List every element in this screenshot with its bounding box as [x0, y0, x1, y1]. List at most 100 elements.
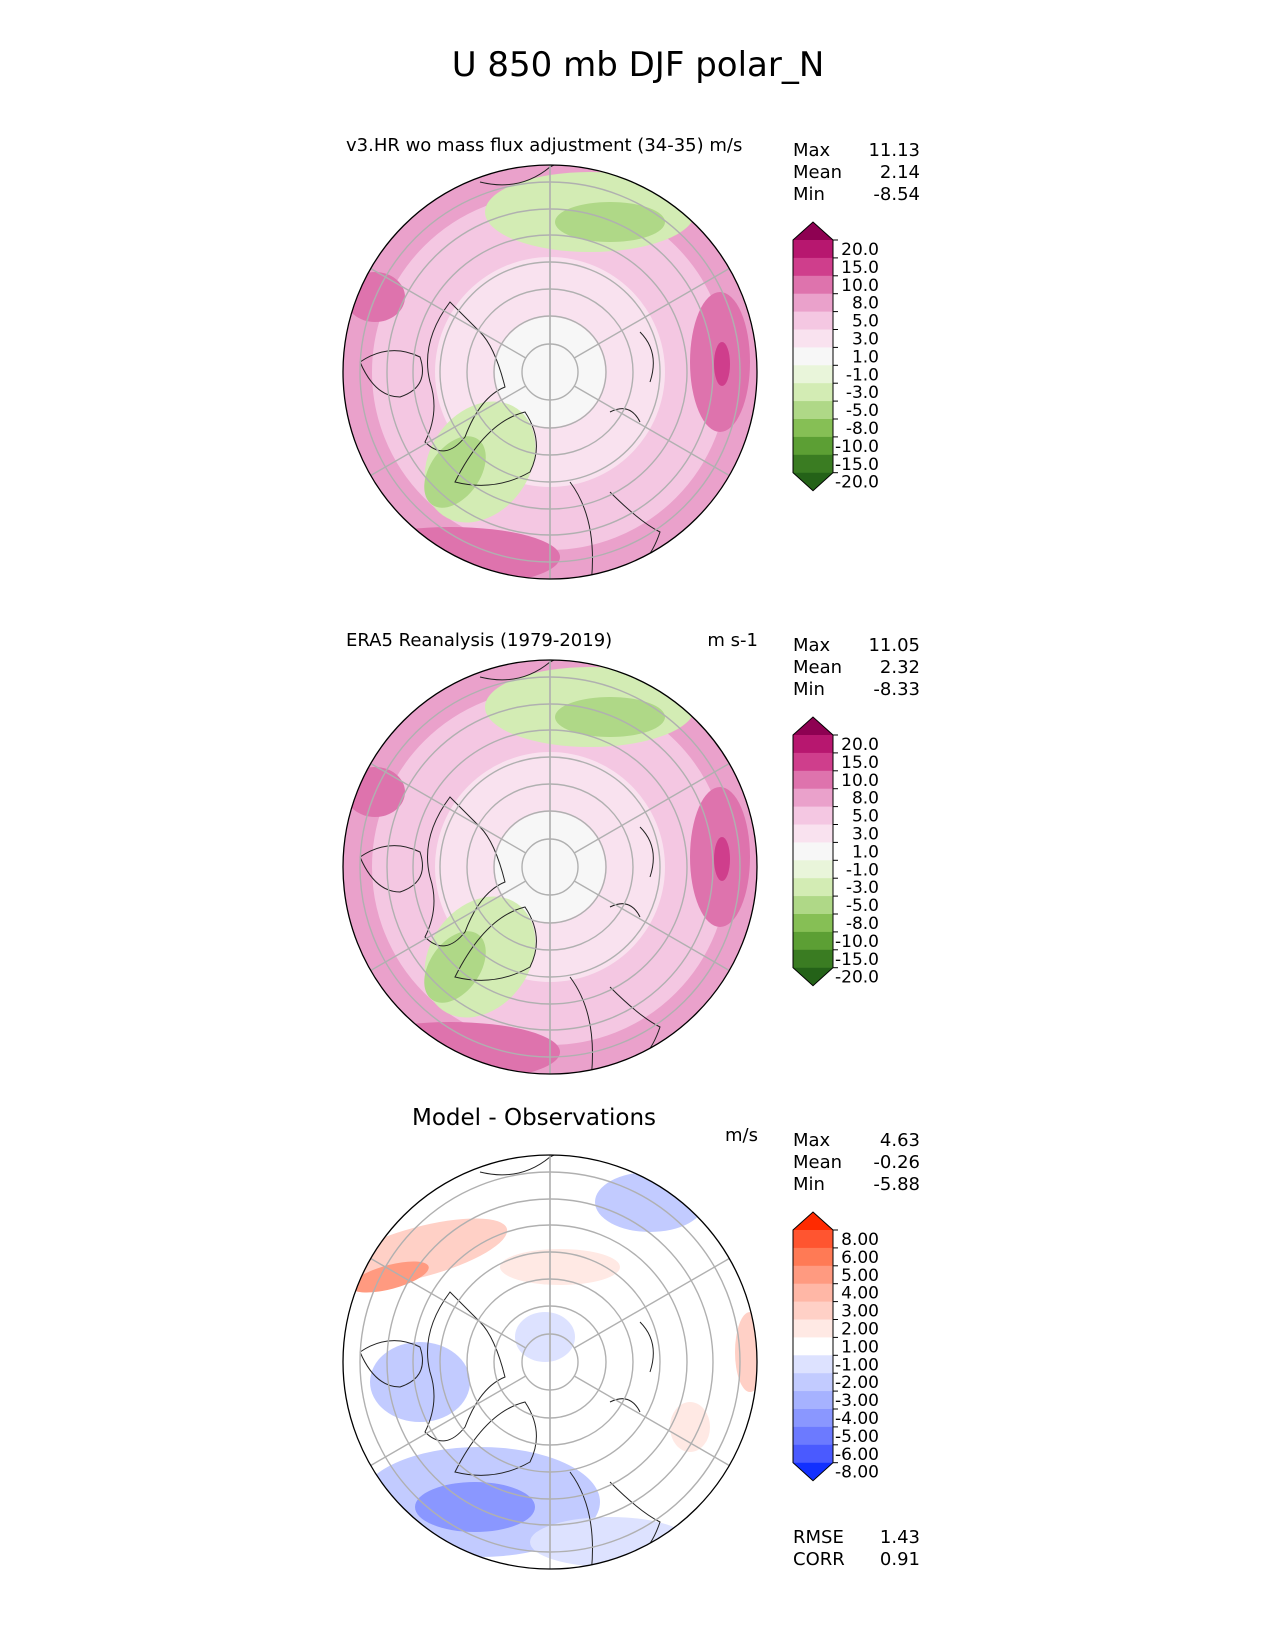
colorbar-tick-label: 15.0 [841, 753, 879, 773]
colorbar-segment [793, 419, 833, 438]
colorbar-tick-label: -15.0 [835, 950, 879, 970]
meridian-line [573, 762, 730, 854]
map-field [343, 1155, 757, 1569]
colorbar-tick-label: -8.0 [846, 419, 879, 439]
colorbar-tick-label: 1.00 [841, 1337, 879, 1357]
colorbar-segment [793, 1230, 833, 1249]
colorbar-segment [793, 1444, 833, 1464]
colorbar-tick-label: -3.00 [835, 1391, 879, 1411]
colorbar-tick-label: -8.0 [846, 914, 879, 934]
colorbar-segment [793, 1301, 833, 1320]
colorbar-segment [793, 454, 833, 474]
panels: v3.HR wo mass flux adjustment (34-35) m/… [342, 135, 920, 1570]
coastline [609, 826, 654, 918]
colorbar-tick-label: -5.0 [846, 401, 879, 421]
stat-value-mean: 2.32 [880, 657, 920, 678]
colorbar-segment [793, 896, 833, 915]
colorbar-segment [793, 436, 833, 456]
figure-title: U 850 mb DJF polar_N [452, 45, 825, 85]
jet-max [714, 837, 730, 881]
stat-value-min: -8.54 [873, 184, 920, 205]
map-border [342, 659, 758, 1075]
meridian-line [573, 1257, 730, 1349]
colorbar-extend-bottom [793, 1462, 833, 1481]
colorbar-tick-label: 6.00 [841, 1248, 879, 1268]
meridian-line [370, 267, 527, 359]
colorbar-segment [793, 1409, 833, 1428]
stat-label-rmse: RMSE [793, 1527, 844, 1548]
colorbar-tick-label: -8.00 [835, 1463, 879, 1483]
stat-value-max: 11.13 [868, 140, 920, 161]
colorbar-tick-label: -6.00 [835, 1445, 879, 1465]
meridian-line [573, 267, 730, 359]
panel-1: v3.HR wo mass flux adjustment (34-35) m/… [342, 135, 920, 580]
colorbar-extend-top [793, 1212, 833, 1230]
colorbar-segment [793, 949, 833, 969]
colorbar-tick-label: 1.0 [852, 842, 879, 862]
stat-label-min: Min [793, 1174, 825, 1195]
colorbar-tick-label: 3.0 [852, 330, 879, 350]
jet-max [714, 342, 730, 386]
meridian-line [370, 880, 527, 972]
colorbar-segment [793, 824, 833, 843]
colorbar-tick-label: 20.0 [841, 735, 879, 755]
colorbar-segment [793, 842, 833, 861]
colorbar-extend-bottom [793, 967, 833, 986]
colorbar-tick-label: 8.00 [841, 1230, 879, 1250]
stat-value-min: -8.33 [873, 679, 920, 700]
colorbar-segment [793, 257, 833, 277]
colorbar-segment [793, 1247, 833, 1267]
colorbar-segment [793, 275, 833, 295]
colorbar-segment [793, 806, 833, 825]
stat-value-mean: -0.26 [873, 1152, 920, 1173]
colorbar-tick-label: -10.0 [835, 437, 879, 457]
coastline [424, 1291, 506, 1442]
colorbar-segment [793, 240, 833, 259]
colorbar-tick-label: 10.0 [841, 276, 879, 296]
colorbar-segment [793, 383, 833, 402]
stat-label-mean: Mean [793, 657, 842, 678]
colorbar-tick-label: -10.0 [835, 932, 879, 952]
stat-label-mean: Mean [793, 162, 842, 183]
colorbar: 20.015.010.08.05.03.01.0-1.0-3.0-5.0-8.0… [792, 716, 879, 988]
colorbar-tick-label: 4.00 [841, 1284, 879, 1304]
stat-label-mean: Mean [793, 1152, 842, 1173]
colorbar-tick-label: 3.0 [852, 825, 879, 845]
colorbar-segment [793, 770, 833, 790]
colorbar-segment [793, 401, 833, 420]
colorbar-tick-label: -20.0 [835, 473, 879, 493]
positive-bias [351, 1261, 429, 1293]
colorbar-segment [793, 860, 833, 879]
colorbar-segment [793, 788, 833, 808]
stat-value-corr: 0.91 [880, 1549, 920, 1570]
colorbar: 20.015.010.08.05.03.01.0-1.0-3.0-5.0-8.0… [792, 221, 879, 493]
colorbar-tick-label: -5.00 [835, 1427, 879, 1447]
coastline [609, 1321, 654, 1413]
coastline [454, 906, 537, 981]
coastline [454, 411, 537, 486]
colorbar-tick-label: 8.0 [852, 789, 879, 809]
stat-label-max: Max [793, 140, 831, 161]
colorbar-tick-label: -5.0 [846, 896, 879, 916]
negative-bias [515, 1312, 575, 1362]
colorbar-segment [793, 1319, 833, 1338]
colorbar-tick-label: 1.0 [852, 347, 879, 367]
stat-value-max: 4.63 [880, 1130, 920, 1151]
colorbar-tick-label: -4.00 [835, 1409, 879, 1429]
colorbar-segment [793, 914, 833, 933]
colorbar-segment [793, 1426, 833, 1446]
colorbar-segment [793, 1355, 833, 1374]
colorbar-extend-bottom [793, 472, 833, 491]
panel-units: m/s [725, 1125, 758, 1146]
colorbar-tick-label: 15.0 [841, 258, 879, 278]
coastline [609, 331, 654, 423]
colorbar-extend-top [793, 222, 833, 240]
panel-title: v3.HR wo mass flux adjustment (34-35) m/… [346, 135, 742, 156]
colorbar-segment [793, 1283, 833, 1303]
stat-value-max: 11.05 [868, 635, 920, 656]
colorbar-tick-label: -1.0 [846, 860, 879, 880]
colorbar-tick-label: -1.0 [846, 365, 879, 385]
colorbar-segment [793, 1391, 833, 1410]
colorbar-tick-label: -1.00 [835, 1355, 879, 1375]
negative-bias [370, 1342, 470, 1422]
